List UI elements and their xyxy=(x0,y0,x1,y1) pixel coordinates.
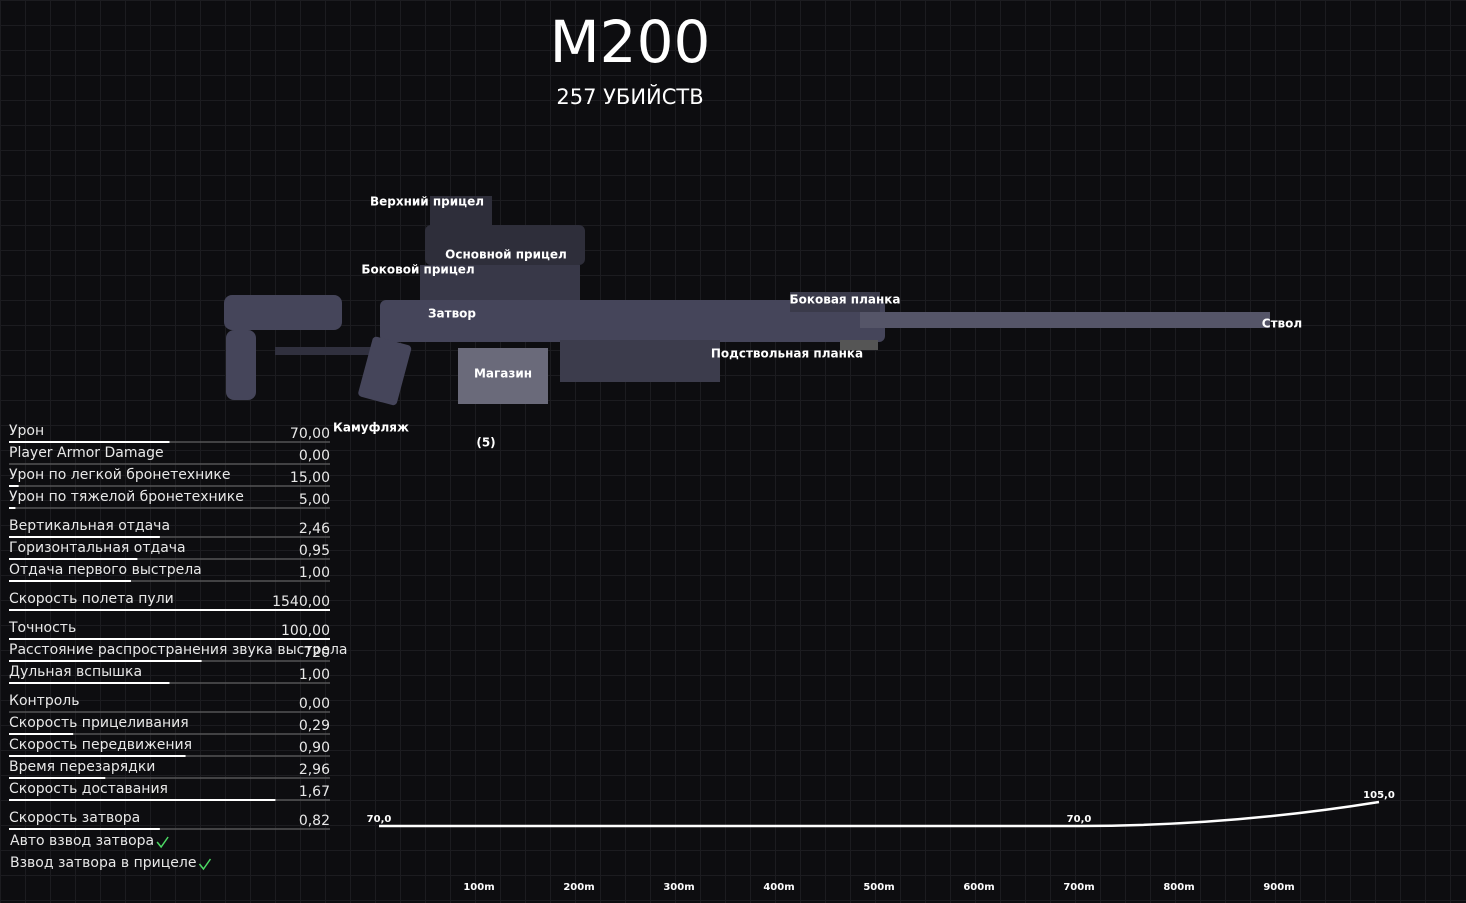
stat-label: Скорость передвижения xyxy=(9,737,192,753)
attachment-label: Затвор xyxy=(428,307,476,321)
stat-value: 2,46 xyxy=(299,521,330,537)
x-tick-label: 300m xyxy=(663,882,694,893)
attachment-label: Боковая планка xyxy=(789,293,900,307)
stat-label: Расстояние распространения звука выстрел… xyxy=(9,642,348,658)
stat-label: Скорость затвора xyxy=(9,810,140,826)
x-tick-label: 800m xyxy=(1163,882,1194,893)
check-mark xyxy=(198,858,212,871)
damage-label: 70,0 xyxy=(367,814,392,825)
stat-label: Player Armor Damage xyxy=(9,445,164,461)
stat-value: 0,95 xyxy=(299,543,330,559)
stat-value: 0,00 xyxy=(299,696,330,712)
stat-label: Урон xyxy=(9,423,44,439)
kill-count: 257 УБИЙСТВ xyxy=(556,84,703,109)
stat-label: Контроль xyxy=(9,693,79,709)
stat-value: 70,00 xyxy=(290,426,330,442)
attachment-label: (5) xyxy=(476,436,495,450)
attachment-label: Подствольная планка xyxy=(711,347,863,361)
stat-value: 1,00 xyxy=(299,667,330,683)
x-tick-label: 700m xyxy=(1063,882,1094,893)
x-tick-label: 400m xyxy=(763,882,794,893)
x-tick-label: 900m xyxy=(1263,882,1294,893)
stat-value: 0,29 xyxy=(299,718,330,734)
attachment-label: Камуфляж xyxy=(333,421,409,435)
x-tick-label: 500m xyxy=(863,882,894,893)
stat-value: 5,00 xyxy=(299,492,330,508)
stat-label: Урон по легкой бронетехнике xyxy=(9,467,230,483)
check-mark xyxy=(156,836,169,849)
stat-value: 1,00 xyxy=(299,565,330,581)
weapon-name: M200 xyxy=(550,8,711,76)
attachment-label: Магазин xyxy=(474,367,532,381)
stat-value: 0,82 xyxy=(299,813,330,829)
attachment-label: Основной прицел xyxy=(445,248,567,262)
stat-label: Дульная вспышка xyxy=(9,664,142,680)
stat-value: 2,96 xyxy=(299,762,330,778)
stat-value: 1540,00 xyxy=(272,594,330,610)
stat-value: 0,00 xyxy=(299,448,330,464)
stat-value: 100,00 xyxy=(281,623,330,639)
attachment-label: Боковой прицел xyxy=(361,263,474,277)
stat-label: Отдача первого выстрела xyxy=(9,562,202,578)
weapon-model xyxy=(224,196,1270,406)
attachment-label: Верхний прицел xyxy=(370,195,484,209)
toggle-label: Авто взвод затвора xyxy=(10,833,154,849)
x-tick-label: 200m xyxy=(563,882,594,893)
attachment-label: Ствол xyxy=(1262,317,1302,331)
damage-line xyxy=(379,800,1380,828)
stat-label: Скорость доставания xyxy=(9,781,168,797)
stat-label: Вертикальная отдача xyxy=(9,518,170,534)
stat-label: Скорость прицеливания xyxy=(9,715,189,731)
stat-label: Скорость полета пули xyxy=(9,591,174,607)
stat-value: 15,00 xyxy=(290,470,330,486)
x-tick-label: 600m xyxy=(963,882,994,893)
stat-label: Точность xyxy=(8,620,76,636)
stat-value: 720 xyxy=(303,645,330,661)
x-tick-label: 100m xyxy=(463,882,494,893)
damage-label: 70,0 xyxy=(1067,814,1092,825)
stat-label: Время перезарядки xyxy=(9,759,155,775)
damage-label: 105,0 xyxy=(1363,790,1395,801)
stat-value: 0,90 xyxy=(299,740,330,756)
stat-label: Урон по тяжелой бронетехнике xyxy=(9,489,244,505)
toggle-label: Взвод затвора в прицеле xyxy=(10,855,196,871)
stat-value: 1,67 xyxy=(299,784,330,800)
stat-label: Горизонтальная отдача xyxy=(9,540,186,556)
